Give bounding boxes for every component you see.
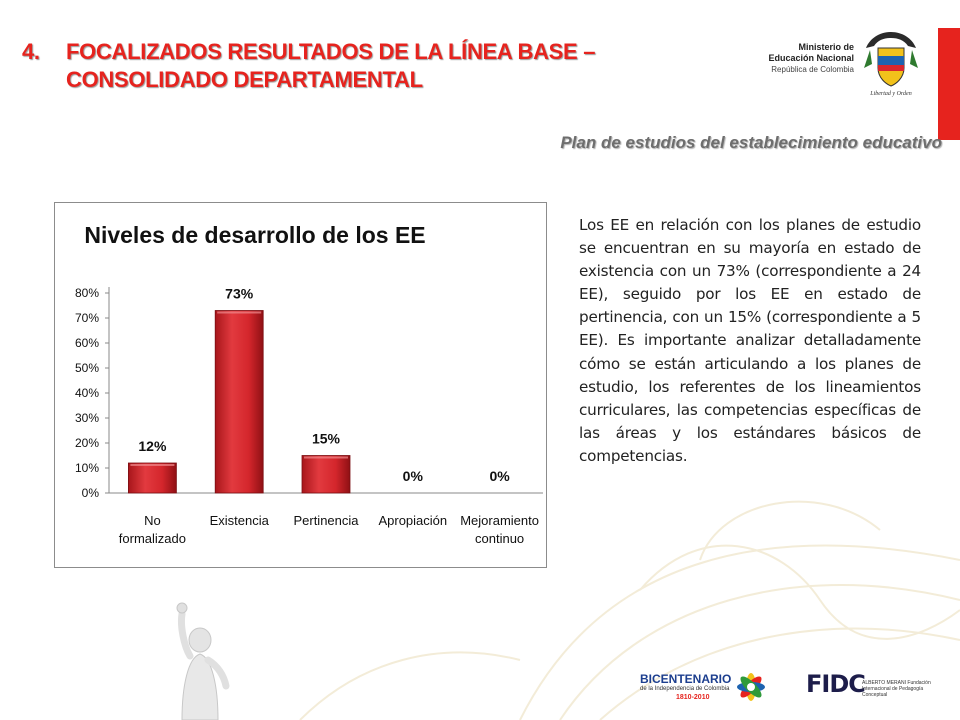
data-label: 0%: [489, 468, 510, 484]
y-tick-label: 10%: [75, 461, 99, 475]
person-figure-icon: [176, 602, 230, 720]
category-label: formalizado: [119, 531, 186, 546]
category-label: continuo: [475, 531, 524, 546]
y-tick-label: 60%: [75, 336, 99, 350]
category-label: Pertinencia: [293, 513, 359, 528]
ministry-text: Ministerio de Educación Nacional Repúbli…: [762, 42, 854, 75]
chart-title: Niveles de desarrollo de los EE: [84, 222, 425, 248]
description-paragraph: Los EE en relación con los planes de est…: [579, 216, 921, 465]
y-tick-label: 0%: [82, 486, 100, 500]
category-label: Mejoramiento: [460, 513, 539, 528]
chart-canvas: Niveles de desarrollo de los EE 0% 10% 20%…: [75, 222, 543, 546]
bar-chart: Niveles de desarrollo de los EE 0% 10% 20%…: [54, 202, 547, 568]
ministry-logo: Ministerio de Educación Nacional Repúbli…: [762, 28, 922, 98]
ministry-line-3: República de Colombia: [771, 65, 854, 74]
bar-highlight: [217, 311, 262, 314]
bar: [128, 462, 177, 494]
title-line-2: CONSOLIDADO DEPARTAMENTAL: [66, 67, 423, 92]
y-tick-label: 20%: [75, 436, 99, 450]
data-label: 15%: [312, 431, 341, 447]
fidc-label: FIDC: [806, 670, 866, 698]
y-tick-label: 80%: [75, 286, 99, 300]
ministry-motto: Libertad y Orden: [869, 91, 911, 97]
data-label: 73%: [225, 286, 254, 302]
title-number: 4.: [22, 39, 40, 64]
bicentenario-subtext: de la Independencia de Colombia: [640, 686, 730, 692]
bicentenario-years: 1810-2010: [676, 694, 710, 701]
red-accent-bar: [938, 28, 960, 140]
bar-highlight: [130, 464, 175, 466]
ministry-line-2: Educación Nacional: [768, 53, 854, 63]
category-label: No: [144, 513, 161, 528]
category-label: Existencia: [210, 513, 270, 528]
section-subtitle: Plan de estudios del establecimiento edu…: [560, 133, 942, 152]
y-tick-label: 50%: [75, 361, 99, 375]
bicentenario-flower-icon: [737, 673, 765, 701]
bar: [214, 310, 264, 494]
coat-of-arms-icon: Libertad y Orden: [864, 32, 918, 97]
fidc-logo: FIDC ALBERTO MERANI Fundación Internacio…: [806, 668, 936, 708]
page-title: 4. FOCALIZADOS RESULTADOS DE LA LÍNEA BAS…: [22, 38, 722, 94]
bicentenario-logo: BICENTENARIO de la Independencia de Colo…: [640, 662, 770, 712]
title-line-1: FOCALIZADOS RESULTADOS DE LA LÍNEA BASE …: [66, 39, 596, 64]
fidc-subtext: ALBERTO MERANI Fundación Internacional d…: [862, 680, 931, 698]
y-tick-label: 40%: [75, 386, 99, 400]
bicentenario-label: BICENTENARIO: [640, 672, 732, 686]
bar-highlight: [304, 456, 348, 459]
data-label: 12%: [138, 438, 167, 454]
bar: [301, 455, 351, 494]
y-tick-label: 30%: [75, 411, 99, 425]
y-tick-label: 70%: [75, 311, 99, 325]
data-label: 0%: [403, 468, 424, 484]
ministry-line-1: Ministerio de: [798, 42, 854, 52]
category-label: Apropiación: [378, 513, 447, 528]
